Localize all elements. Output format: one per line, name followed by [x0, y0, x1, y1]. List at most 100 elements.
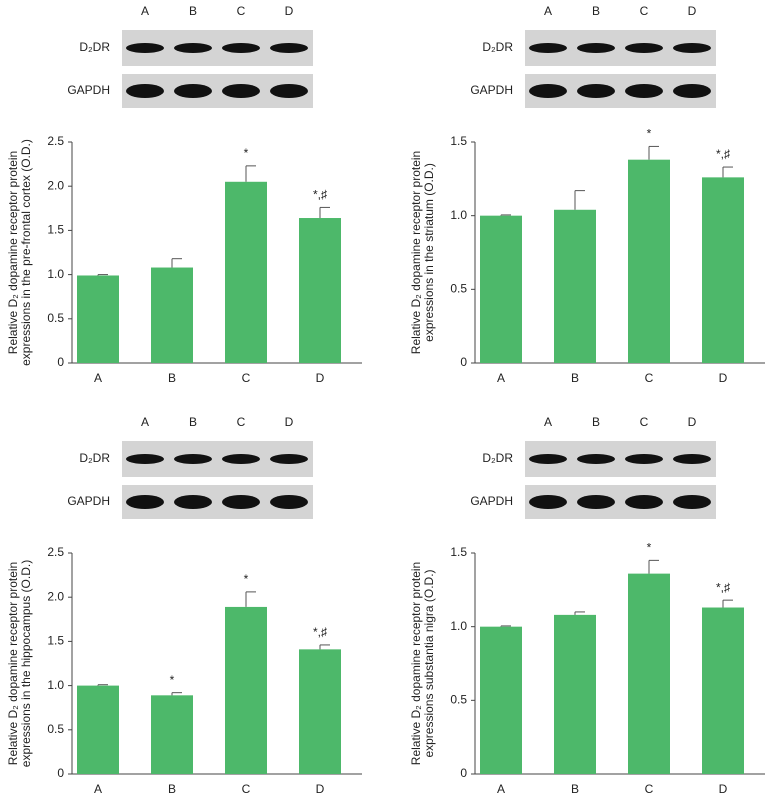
blot-band	[577, 43, 615, 53]
x-tick-label: A	[497, 782, 505, 796]
bar	[628, 573, 670, 774]
blot-band	[625, 495, 663, 509]
y-tick-label: 1.0	[47, 678, 64, 692]
blot-lane-label: B	[189, 415, 197, 429]
y-tick-label: 1.5	[47, 223, 64, 237]
blot-band	[126, 454, 164, 464]
blot-band	[529, 84, 567, 98]
significance-label: *,♯	[313, 625, 327, 639]
x-tick-label: D	[316, 782, 325, 796]
blot-row-label: D₂DR	[482, 451, 513, 465]
y-tick-label: 1.0	[450, 619, 467, 633]
blot-band	[126, 43, 164, 53]
blot-lane-label: D	[285, 415, 294, 429]
blot-band	[529, 43, 567, 53]
blot-lane-label: B	[592, 4, 600, 18]
x-tick-label: B	[571, 371, 579, 385]
y-tick-label: 2.5	[47, 134, 64, 148]
blot-row-label: D₂DR	[79, 451, 110, 465]
y-axis-label: Relative D₂ dopamine receptor protein	[6, 151, 20, 354]
blot-band	[270, 43, 308, 53]
y-tick-label: 0	[460, 355, 467, 369]
blot-band	[529, 454, 567, 464]
blot-band	[174, 84, 212, 98]
blot-row-label: GAPDH	[67, 494, 110, 508]
blot-row-label: GAPDH	[67, 83, 110, 97]
blot-band	[625, 84, 663, 98]
y-tick-label: 2.0	[47, 178, 64, 192]
y-tick-label: 2.0	[47, 589, 64, 603]
y-axis-label: Relative D₂ dopamine receptor protein	[409, 151, 423, 354]
x-tick-label: C	[645, 782, 654, 796]
blot-band	[673, 84, 711, 98]
blot-lane-label: D	[688, 4, 697, 18]
y-tick-label: 1.5	[450, 545, 467, 559]
x-tick-label: B	[168, 782, 176, 796]
blot-band	[529, 495, 567, 509]
blot-lane-label: C	[237, 4, 246, 18]
blot-lane-label: C	[237, 415, 246, 429]
blot-band	[625, 454, 663, 464]
bar	[225, 181, 267, 363]
bar	[151, 267, 193, 363]
y-tick-label: 0.5	[47, 722, 64, 736]
blot-band	[222, 454, 260, 464]
y-tick-label: 1.5	[47, 634, 64, 648]
blot-row-label: D₂DR	[79, 40, 110, 54]
blot-row-label: D₂DR	[482, 40, 513, 54]
blot-band	[673, 454, 711, 464]
blot-lane-label: A	[141, 4, 149, 18]
x-tick-label: D	[316, 371, 325, 385]
x-tick-label: A	[497, 371, 505, 385]
x-tick-label: C	[242, 782, 251, 796]
x-tick-label: A	[94, 782, 102, 796]
blot-lane-label: C	[640, 4, 649, 18]
blot-band	[174, 454, 212, 464]
y-tick-label: 0	[57, 355, 64, 369]
bar	[554, 209, 596, 363]
blot-lane-label: A	[544, 415, 552, 429]
blot-band	[222, 43, 260, 53]
blot-lane-label: B	[592, 415, 600, 429]
y-tick-label: 0	[460, 766, 467, 780]
y-tick-label: 0.5	[450, 282, 467, 296]
blot-lane-label: B	[189, 4, 197, 18]
y-axis-label: expressions in the striatum (O.D.)	[422, 163, 436, 342]
significance-label: *	[647, 541, 652, 555]
y-tick-label: 1.0	[47, 267, 64, 281]
y-tick-label: 2.5	[47, 545, 64, 559]
blot-lane-label: A	[544, 4, 552, 18]
blot-band	[625, 43, 663, 53]
x-tick-label: B	[168, 371, 176, 385]
y-axis-label: Relative D₂ dopamine receptor protein	[409, 562, 423, 765]
blot-lane-label: D	[688, 415, 697, 429]
blot-band	[222, 84, 260, 98]
blot-band	[270, 495, 308, 509]
y-axis-label: expressions in the hippocampus (O.D.)	[19, 560, 33, 767]
bar	[151, 695, 193, 774]
blot-band	[126, 84, 164, 98]
significance-label: *,♯	[313, 188, 327, 202]
blot-band	[577, 84, 615, 98]
y-tick-label: 1.0	[450, 208, 467, 222]
blot-band	[174, 43, 212, 53]
significance-label: *	[244, 572, 249, 586]
blot-band	[673, 43, 711, 53]
bar	[702, 607, 744, 774]
blot-lane-label: D	[285, 4, 294, 18]
y-axis-label: expressions substantia nigra (O.D.)	[422, 569, 436, 757]
x-tick-label: A	[94, 371, 102, 385]
y-tick-label: 0.5	[47, 311, 64, 325]
bar	[225, 606, 267, 774]
blot-band	[673, 495, 711, 509]
y-axis-label: Relative D₂ dopamine receptor protein	[6, 562, 20, 765]
blot-row-label: GAPDH	[470, 494, 513, 508]
y-axis-label: expressions in the pre-frontal cortex (O…	[19, 139, 33, 366]
y-tick-label: 0	[57, 766, 64, 780]
blot-band	[270, 454, 308, 464]
x-tick-label: D	[719, 782, 728, 796]
bar	[554, 614, 596, 774]
blot-row-label: GAPDH	[470, 83, 513, 97]
bar	[628, 159, 670, 363]
